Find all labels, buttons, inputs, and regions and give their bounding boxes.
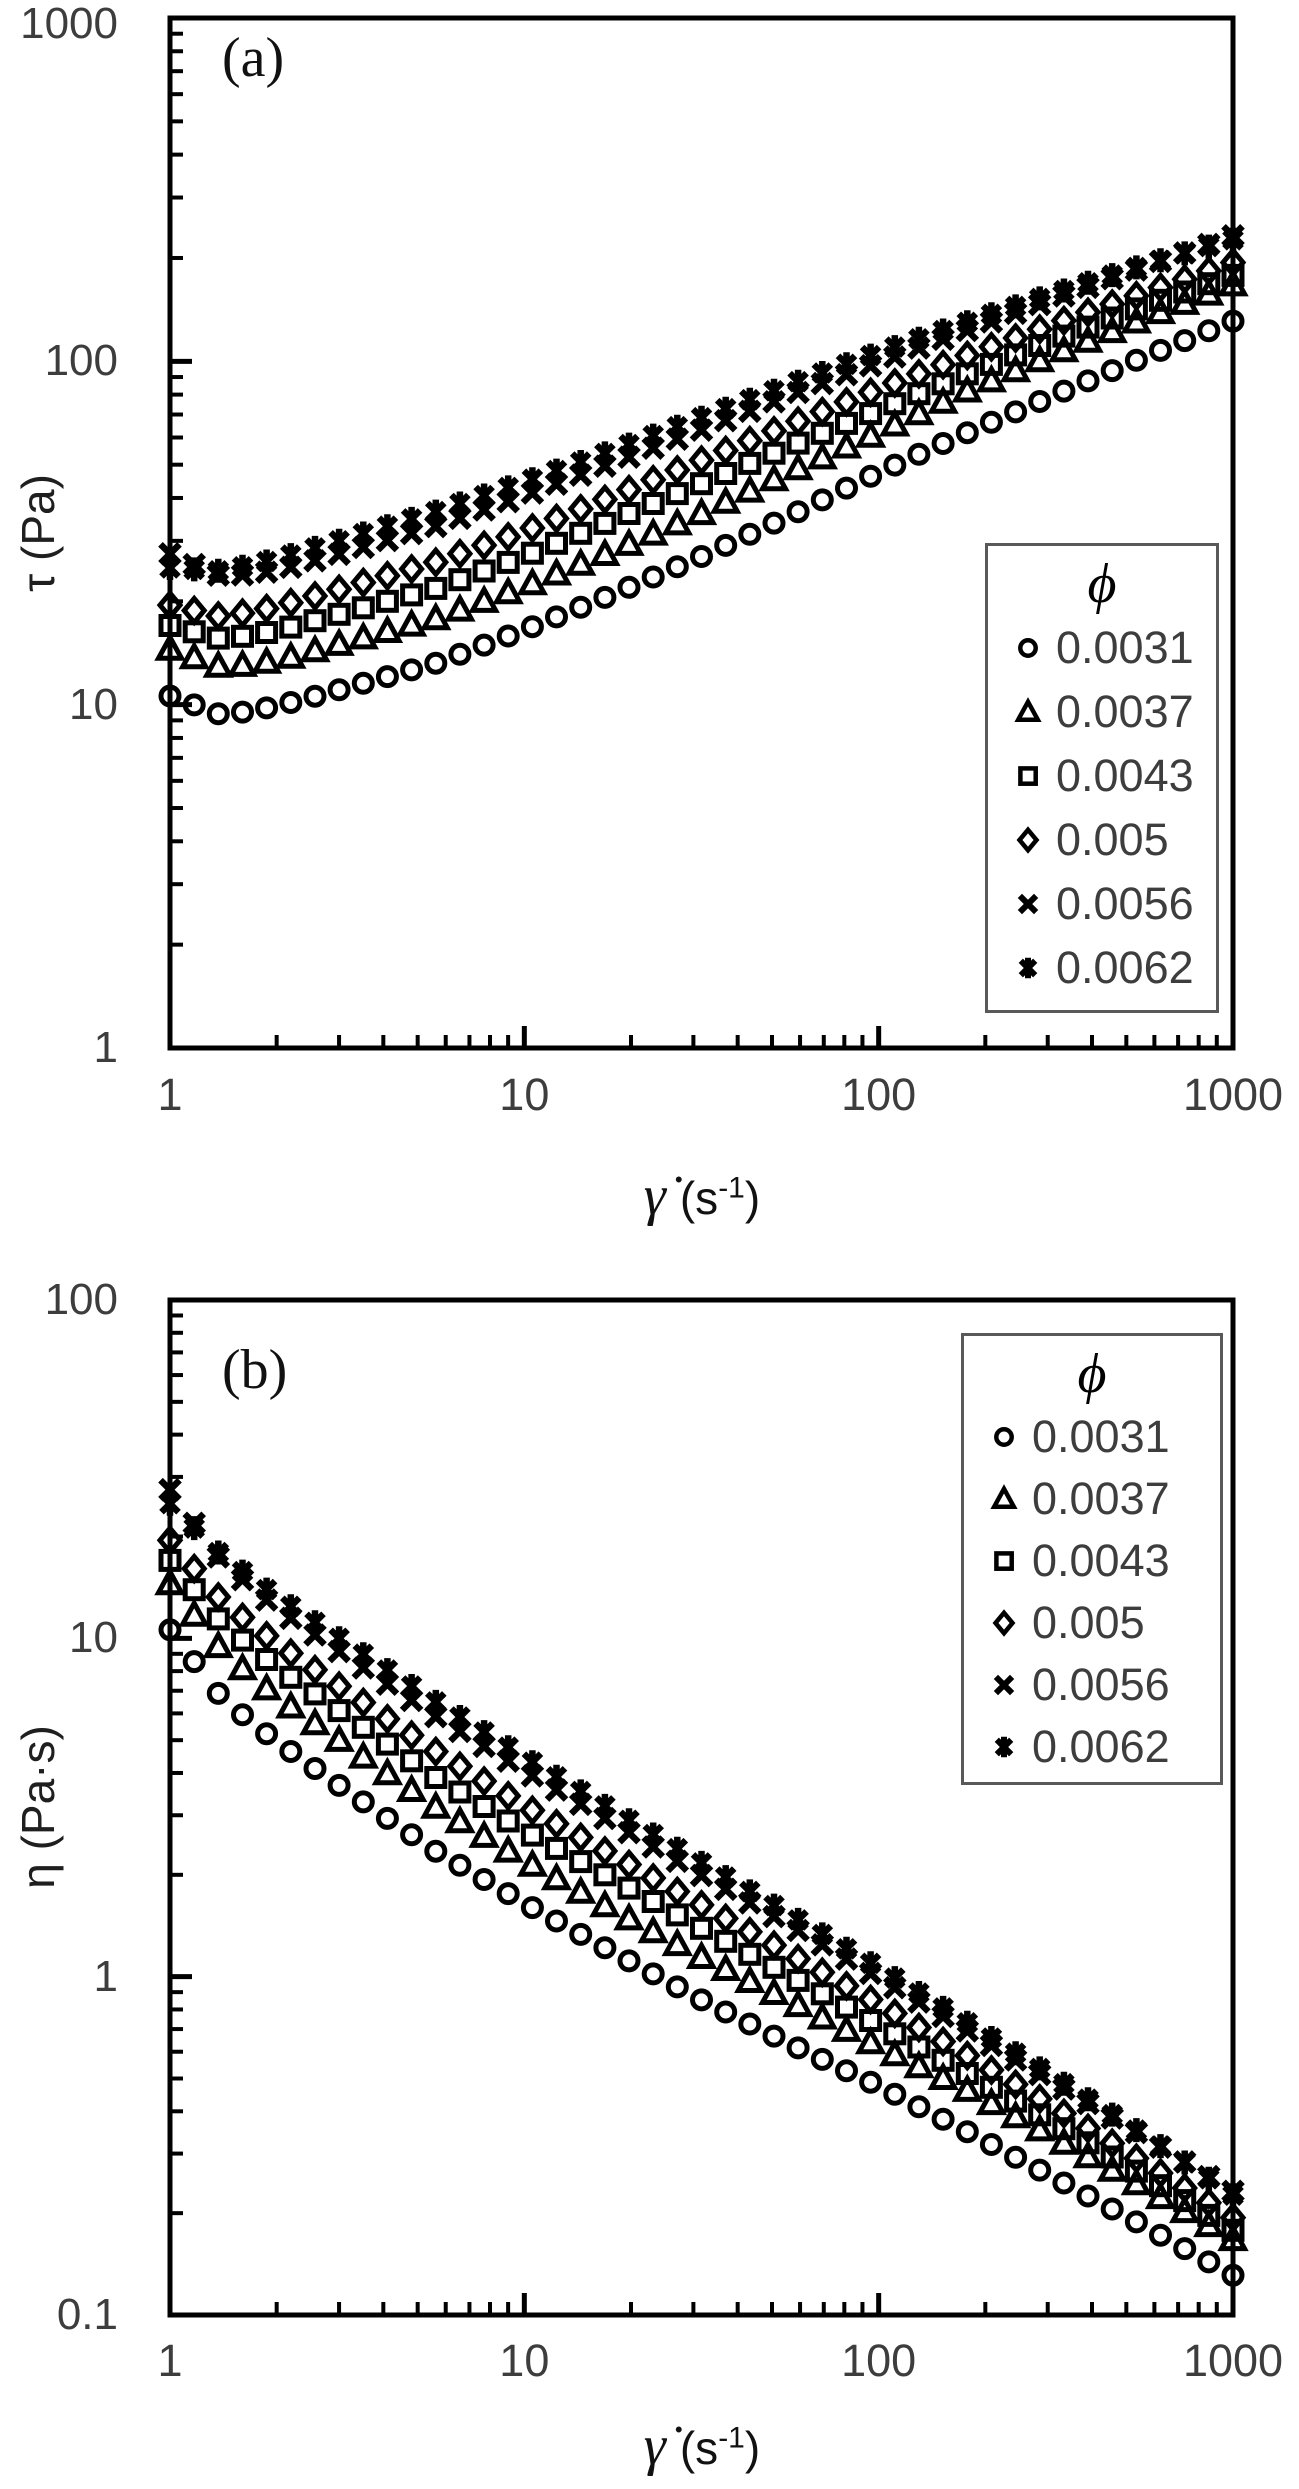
unit-exponent: -1 <box>718 1171 745 1205</box>
x-marker-icon <box>1017 893 1039 914</box>
unit-exponent: -1 <box>718 2421 745 2455</box>
legend-entry-label: 0.0037 <box>1032 1473 1170 1525</box>
legend-entry-0.0043: 0.0043 <box>964 1530 1220 1592</box>
chart-a-y-tick-label: 100 <box>44 336 118 386</box>
chart-a-frame <box>167 15 1236 1051</box>
chart-a-y-tick-label: 1 <box>93 1023 118 1072</box>
chart-b-legend-title: ϕ <box>1077 1343 1107 1405</box>
legend-entry-label: 0.005 <box>1056 814 1169 866</box>
chart-a-legend: ϕ 0.0031 0.0037 0.0043 0.005 0.0056 0.0062 <box>985 543 1219 1013</box>
legend-entry-0.0031: 0.0031 <box>964 1406 1220 1468</box>
legend-entry-label: 0.0062 <box>1056 942 1194 994</box>
panel-a-label: (a) <box>222 27 285 89</box>
square-marker-icon <box>1018 765 1038 786</box>
chart-a-series-0.0043 <box>158 263 1245 650</box>
chart-a-legend-rows: 0.0031 0.0037 0.0043 0.005 0.0056 0.0062 <box>988 616 1216 1000</box>
chart-a-x-ticks <box>167 1026 1236 1048</box>
chart-a-x-tick-label: 100 <box>841 1069 917 1120</box>
x-marker-icon <box>993 1674 1015 1695</box>
circle-marker-icon <box>994 1426 1014 1447</box>
legend-entry-label: 0.0043 <box>1032 1535 1170 1587</box>
chart-b-x-tick-label: 1000 <box>1182 2335 1284 2386</box>
chart-a-series-0.005 <box>156 246 1247 632</box>
chart-b-x-ticks <box>167 2293 1236 2315</box>
chart-b-y-tick-label: 1 <box>93 1951 118 2001</box>
triangle-marker-icon <box>990 1483 1018 1509</box>
chart-b-x-tick-label: 10 <box>499 2335 550 2386</box>
chart-b-legend: ϕ 0.0031 0.0037 0.0043 0.005 0.0056 0.0062 <box>961 1333 1223 1785</box>
chart-a-x-tick-label: 1000 <box>1182 1069 1284 1120</box>
chart-b-x-tick-label: 100 <box>841 2335 917 2386</box>
chart-a-series-0.0062 <box>159 227 1244 583</box>
diamond-marker-icon <box>992 1608 1016 1637</box>
unit-open: (s <box>679 1172 719 1224</box>
legend-entry-label: 0.0062 <box>1032 1721 1170 1773</box>
star-marker-icon <box>994 1736 1014 1757</box>
legend-entry-label: 0.0031 <box>1032 1411 1170 1463</box>
circle-marker-icon <box>1018 637 1038 658</box>
chart-b-frame <box>167 1297 1236 2318</box>
chart-b-series-0.0037 <box>154 1566 1249 2252</box>
chart-b-plot <box>154 1297 1249 2318</box>
chart-b-series-0.0043 <box>158 1548 1245 2242</box>
gamma-dot-symbol: γ̇ <box>643 2415 666 2477</box>
chart-a-x-axis-title: γ̇ (s-1) <box>644 1168 760 1224</box>
chart-a-y-tick-label: 10 <box>69 679 118 729</box>
panel-b-label: (b) <box>222 1339 288 1401</box>
chart-b-series-0.005 <box>156 1524 1247 2234</box>
legend-entry-0.0062: 0.0062 <box>964 1716 1220 1778</box>
legend-entry-0.0056: 0.0056 <box>988 872 1216 936</box>
chart-a-series-0.0031 <box>158 309 1245 726</box>
legend-entry-0.0043: 0.0043 <box>988 744 1216 808</box>
legend-entry-0.0037: 0.0037 <box>964 1468 1220 1530</box>
unit-close: ) <box>744 2422 761 2474</box>
diamond-marker-icon <box>1016 825 1040 854</box>
chart-b-series-0.0062 <box>159 1491 1244 2208</box>
legend-entry-label: 0.0056 <box>1056 878 1194 930</box>
chart-b-legend-rows: 0.0031 0.0037 0.0043 0.005 0.0056 0.0062 <box>964 1406 1220 1778</box>
legend-entry-label: 0.0056 <box>1032 1659 1170 1711</box>
chart-a-y-ticks <box>170 15 192 1051</box>
chart-b-y-tick-label: 0.1 <box>56 2290 118 2339</box>
legend-entry-label: 0.0043 <box>1056 750 1194 802</box>
unit-close: ) <box>744 1172 761 1224</box>
square-marker-icon <box>994 1550 1014 1571</box>
gamma-dot-symbol: γ̇ <box>643 1165 666 1227</box>
legend-entry-label: 0.0031 <box>1056 622 1194 674</box>
chart-b-y-ticks <box>170 1297 192 2318</box>
chart-a-y-tick-label: 1000 <box>20 0 118 48</box>
unit-open: (s <box>679 2422 719 2474</box>
legend-entry-0.0031: 0.0031 <box>988 616 1216 680</box>
legend-entry-0.0062: 0.0062 <box>988 936 1216 1000</box>
legend-entry-label: 0.0037 <box>1056 686 1194 738</box>
chart-b-y-tick-label: 10 <box>69 1613 118 1663</box>
chart-a-x-tick-label: 1 <box>157 1069 183 1120</box>
chart-a-series-0.0056 <box>158 224 1245 587</box>
chart-b-y-tick-label: 100 <box>44 1275 118 1324</box>
chart-b-series-0.0031 <box>158 1618 1245 2287</box>
chart-b-y-axis-title: η (Pa·s) <box>12 1725 64 1889</box>
legend-entry-0.0056: 0.0056 <box>964 1654 1220 1716</box>
chart-a-legend-title: ϕ <box>1087 553 1117 615</box>
chart-b-x-axis-title: γ̇ (s-1) <box>644 2418 760 2474</box>
chart-a-plot <box>154 15 1249 1051</box>
legend-entry-label: 0.005 <box>1032 1597 1145 1649</box>
chart-b-x-tick-label: 1 <box>157 2335 183 2386</box>
chart-a-x-tick-label: 10 <box>499 1069 550 1120</box>
chart-a-series-0.0037 <box>154 267 1249 678</box>
legend-entry-0.005: 0.005 <box>964 1592 1220 1654</box>
legend-entry-0.0037: 0.0037 <box>988 680 1216 744</box>
chart-a-y-axis-title: τ (Pa) <box>12 474 64 592</box>
star-marker-icon <box>1018 957 1038 978</box>
legend-entry-0.005: 0.005 <box>988 808 1216 872</box>
triangle-marker-icon <box>1014 696 1042 722</box>
